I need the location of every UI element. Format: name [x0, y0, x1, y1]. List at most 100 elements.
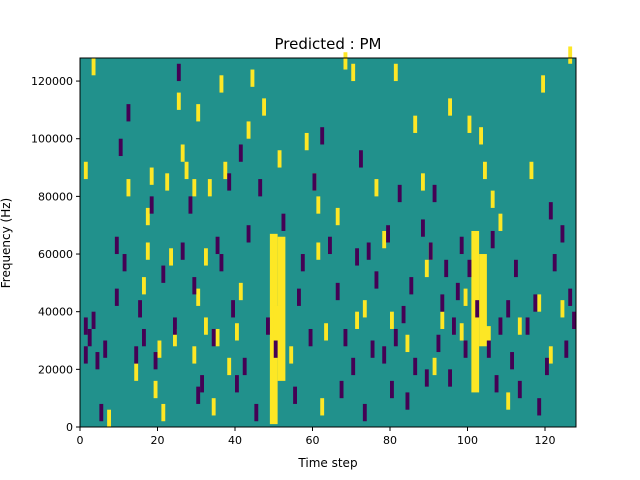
- heatmap-low-cell: [440, 294, 445, 312]
- heatmap-high-cell: [161, 403, 166, 422]
- heatmap-high-region: [273, 305, 282, 358]
- heatmap-low-cell: [351, 357, 356, 376]
- heatmap-low-cell: [235, 375, 239, 393]
- y-tick-label: 100000: [31, 133, 73, 146]
- heatmap-low-cell: [370, 340, 375, 358]
- heatmap-high-cell: [440, 311, 445, 329]
- heatmap-low-cell: [552, 254, 557, 272]
- heatmap-low-cell: [254, 403, 259, 422]
- heatmap-high-cell: [134, 363, 139, 381]
- heatmap-low-cell: [180, 242, 185, 260]
- heatmap-high-cell: [238, 282, 243, 301]
- heatmap-high-cell: [211, 398, 216, 416]
- y-tick-label: 0: [66, 421, 73, 434]
- heatmap-high-cell: [432, 357, 437, 376]
- heatmap-low-cell: [300, 254, 305, 272]
- heatmap-low-cell: [339, 380, 344, 399]
- heatmap-high-cell: [483, 161, 487, 180]
- y-axis-label: Frequency (Hz): [0, 198, 13, 289]
- heatmap-high-cell: [145, 242, 150, 260]
- x-axis: 0 20 40 60 80 100 120: [77, 427, 556, 447]
- heatmap-low-cell: [122, 254, 127, 272]
- heatmap-high-cell: [91, 58, 96, 76]
- heatmap-low-cell: [572, 311, 576, 329]
- heatmap-low-cell: [436, 334, 441, 353]
- heatmap-high-cell: [529, 161, 534, 180]
- heatmap-low-cell: [498, 317, 503, 335]
- heatmap-low-cell: [413, 357, 418, 376]
- heatmap-high-cell: [184, 161, 189, 180]
- heatmap-high-cell: [459, 323, 464, 341]
- heatmap-high-cell: [149, 167, 154, 185]
- y-tick-label: 20000: [38, 363, 73, 376]
- x-tick-label: 80: [383, 434, 397, 447]
- heatmap-high-cell: [351, 63, 356, 82]
- heatmap-high-cell: [463, 288, 468, 306]
- x-tick-label: 120: [535, 434, 556, 447]
- heatmap-low-cell: [475, 300, 480, 318]
- heatmap-high-region: [483, 326, 491, 341]
- y-axis: 0 20000 40000 60000 80000 100000 120000: [31, 75, 80, 434]
- heatmap-low-cell: [328, 236, 332, 255]
- heatmap-high-cell: [173, 328, 177, 347]
- heatmap-low-cell: [428, 242, 433, 260]
- heatmap-high-cell: [165, 173, 170, 191]
- heatmap-low-cell: [486, 340, 491, 358]
- heatmap-low-cell: [421, 219, 425, 237]
- heatmap-low-cell: [200, 375, 204, 393]
- heatmap-high-cell: [421, 173, 425, 191]
- plot-frame: [79, 57, 577, 428]
- heatmap-low-cell: [161, 265, 166, 283]
- heatmap-high-cell: [227, 357, 232, 376]
- heatmap-high-cell: [204, 248, 208, 266]
- heatmap-low-cell: [459, 236, 464, 255]
- heatmap-low-cell: [432, 184, 437, 203]
- heatmap-low-cell: [188, 196, 193, 214]
- heatmap-high-cell: [316, 196, 321, 214]
- heatmap-low-cell: [397, 184, 402, 203]
- heatmap-low-cell: [467, 259, 472, 278]
- heatmap-low-cell: [308, 328, 313, 347]
- heatmap-low-cell: [444, 259, 449, 278]
- heatmap-low-cell: [118, 138, 123, 157]
- heatmap-low-cell: [281, 213, 286, 231]
- heatmap-high-cell: [316, 242, 321, 260]
- heatmap-high-cell: [382, 230, 387, 249]
- heatmap-high-cell: [405, 334, 410, 353]
- heatmap-low-cell: [196, 386, 201, 404]
- heatmap-high-cell: [320, 398, 325, 416]
- heatmap-low-cell: [335, 282, 340, 301]
- heatmap-high-cell: [207, 179, 212, 197]
- heatmap-low-cell: [266, 317, 270, 335]
- heatmap-low-cell: [258, 179, 263, 197]
- heatmap-high-cell: [498, 213, 503, 231]
- heatmap-high-cell: [196, 288, 201, 306]
- heatmap-low-cell: [405, 392, 410, 410]
- heatmap-low-cell: [386, 225, 390, 243]
- heatmap-high-cell: [517, 317, 522, 335]
- heatmap-low-cell: [219, 254, 224, 272]
- heatmap-high-cell: [335, 207, 340, 226]
- heatmap-low-cell: [537, 398, 542, 416]
- x-tick-label: 20: [151, 434, 165, 447]
- heatmap-high-cell: [548, 346, 553, 364]
- heatmap-high-cell: [479, 127, 483, 145]
- heatmap-low-cell: [548, 202, 553, 220]
- heatmap-low-cell: [83, 317, 88, 335]
- heatmap-high-cell: [537, 294, 542, 312]
- heatmap-low-cell: [149, 196, 154, 214]
- heatmap-low-cell: [242, 357, 247, 376]
- heatmap-high-cell: [176, 92, 181, 110]
- heatmap-low-cell: [238, 144, 243, 162]
- heatmap-low-cell: [114, 288, 119, 306]
- heatmap-low-cell: [293, 386, 297, 404]
- heatmap-low-cell: [343, 328, 348, 347]
- heatmap-high-cell: [560, 300, 565, 318]
- heatmap-high-cell: [215, 328, 220, 347]
- heatmap-low-cell: [362, 403, 367, 422]
- heatmap-low-cell: [448, 369, 452, 387]
- y-tick-label: 60000: [38, 248, 73, 261]
- heatmap-low-cell: [173, 317, 177, 335]
- y-tick-label: 120000: [31, 75, 73, 88]
- heatmap-high-cell: [142, 277, 146, 295]
